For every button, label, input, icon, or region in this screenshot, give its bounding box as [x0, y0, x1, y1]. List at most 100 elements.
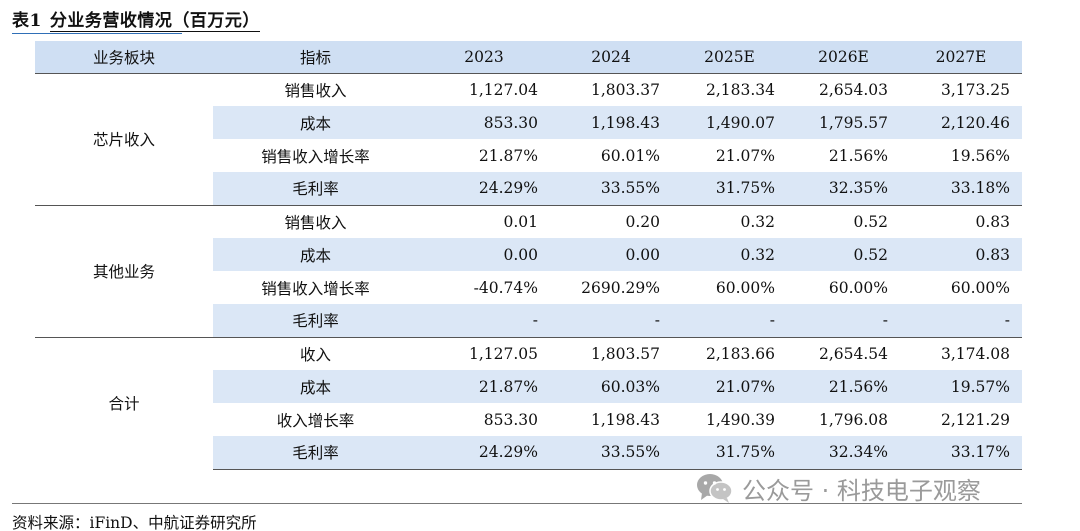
wechat-icon — [697, 474, 733, 503]
table-row: 毛利率 24.29% 33.55% 31.75% 32.35% 33.18% — [35, 172, 1022, 205]
value-cell-2024: 0.00 — [550, 238, 672, 271]
value-cell-2025e: 60.00% — [715, 278, 775, 297]
value-cell-2025e: 1,490.39 — [705, 410, 775, 429]
header-segment: 业务板块 — [35, 41, 213, 73]
value-cell-2025e: 1,490.07 — [672, 106, 787, 139]
value-cell-2023: 853.30 — [483, 410, 538, 429]
value-cell-2025e: 2,183.34 — [672, 72, 787, 106]
table-title-text: 分业务营收情况（百万元） — [49, 11, 260, 32]
segment-cell: 合计 — [35, 336, 213, 469]
indicator-cell: 成本 — [213, 370, 418, 403]
value-cell-2027e: 33.18% — [900, 172, 1022, 205]
value-cell-2024: 60.03% — [550, 370, 672, 403]
table-row: 芯片收入 销售收入 1,127.04 1,803.37 2,183.34 2,654.03… — [35, 72, 1022, 205]
value-cell-2026e: 32.35% — [787, 172, 900, 205]
value-cell-2026e: 1,796.08 — [818, 410, 888, 429]
value-cell-2025e: 31.75% — [672, 436, 787, 470]
indicator-cell: 毛利率 — [213, 172, 418, 205]
title-underline — [12, 33, 182, 34]
table-body: 芯片收入 销售收入 1,127.04 1,803.37 2,183.34 2,654.03… — [35, 72, 1022, 470]
header-2025e: 2025E — [672, 41, 787, 73]
indicator-cell: 销售收入 — [213, 72, 418, 106]
value-cell-2023: 21.87% — [418, 370, 550, 403]
revenue-table: 业务板块 指标 2023 2024 2025E 2026E 2027E 芯片收入… — [35, 41, 1022, 470]
value-cell-2023: 21.87% — [478, 146, 538, 165]
value-cell-2026e: 60.00% — [828, 278, 888, 297]
value-cell-2027e: 3,174.08 — [900, 336, 1022, 370]
value-cell-2024: 0.20 — [550, 204, 672, 238]
value-cell-2027e: - — [900, 304, 1022, 337]
value-cell-2025e: 0.32 — [672, 204, 787, 238]
value-cell-2027e: 33.17% — [900, 436, 1022, 470]
value-cell-2024: 33.55% — [550, 172, 672, 205]
value-cell-2026e: 21.56% — [828, 146, 888, 165]
value-cell-2026e: 2,654.03 — [787, 72, 900, 106]
value-cell-2026e: 1,795.57 — [787, 106, 900, 139]
value-cell-2024: 33.55% — [550, 436, 672, 470]
table-row: 销售收入增长率 21.87% 60.01% 21.07% 21.56% 19.56% — [35, 139, 1022, 172]
header-row: 业务板块 指标 2023 2024 2025E 2026E 2027E — [35, 41, 1022, 73]
value-cell-2024: 60.01% — [600, 146, 660, 165]
indicator-cell: 成本 — [213, 106, 418, 139]
segment-cell: 其他业务 — [35, 204, 213, 337]
indicator-cell: 销售收入增长率 — [261, 147, 370, 166]
value-cell-2024: 1,803.37 — [550, 72, 672, 106]
table-row: 其他业务 销售收入 0.01 0.20 0.32 0.52 0.83 — [35, 204, 1022, 337]
value-cell-2025e: 21.07% — [715, 146, 775, 165]
value-cell-2023: 1,127.05 — [418, 336, 550, 370]
value-cell-2023: 853.30 — [418, 106, 550, 139]
table-row: 成本 21.87% 60.03% 21.07% 21.56% 19.57% — [35, 370, 1022, 403]
value-cell-2027e: 3,173.25 — [900, 72, 1022, 106]
value-cell-2023: - — [418, 304, 550, 337]
indicator-cell: 销售收入增长率 — [261, 279, 370, 298]
value-cell-2026e: 21.56% — [787, 370, 900, 403]
table-row: 合计 收入 1,127.05 1,803.57 2,183.66 2,654.54 3,17… — [35, 336, 1022, 469]
source-note: 资料来源：iFinD、中航证券研究所 — [12, 514, 257, 531]
value-cell-2024: - — [550, 304, 672, 337]
table-title: 表1 分业务营收情况（百万元） — [12, 6, 260, 32]
value-cell-2024: 1,198.43 — [590, 410, 660, 429]
value-cell-2025e: 0.32 — [672, 238, 787, 271]
table-row: 成本 853.30 1,198.43 1,490.07 1,795.57 2,120.46 — [35, 106, 1022, 139]
value-cell-2027e: 0.83 — [900, 204, 1022, 238]
table-row: 毛利率 24.29% 33.55% 31.75% 32.34% 33.17% — [35, 436, 1022, 470]
value-cell-2027e: 19.56% — [950, 146, 1010, 165]
watermark: 公众号 · 科技电子观察 — [696, 470, 981, 506]
watermark-text: 公众号 · 科技电子观察 — [742, 476, 981, 505]
header-2024: 2024 — [550, 41, 672, 73]
table-row: 销售收入增长率 -40.74% 2690.29% 60.00% 60.00% 60.00% — [35, 271, 1022, 304]
footer-divider — [12, 503, 1022, 504]
value-cell-2025e: 21.07% — [672, 370, 787, 403]
value-cell-2024: 1,803.57 — [550, 336, 672, 370]
value-cell-2024: 1,198.43 — [550, 106, 672, 139]
value-cell-2027e: 60.00% — [950, 278, 1010, 297]
table-row: 收入增长率 853.30 1,198.43 1,490.39 1,796.08 2,121… — [35, 403, 1022, 436]
value-cell-2027e: 2,121.29 — [940, 410, 1010, 429]
value-cell-2023: 1,127.04 — [418, 72, 550, 106]
header-2027e: 2027E — [900, 41, 1022, 73]
table-number: 表1 — [12, 11, 42, 31]
header-2026e: 2026E — [787, 41, 900, 73]
indicator-cell: 成本 — [213, 238, 418, 271]
table-row: 成本 0.00 0.00 0.32 0.52 0.83 — [35, 238, 1022, 271]
value-cell-2027e: 19.57% — [900, 370, 1022, 403]
header-2023: 2023 — [418, 41, 550, 73]
value-cell-2023: 0.00 — [418, 238, 550, 271]
value-cell-2026e: 0.52 — [787, 238, 900, 271]
indicator-cell: 销售收入 — [213, 204, 418, 238]
segment-cell: 芯片收入 — [35, 72, 213, 205]
indicator-cell: 收入增长率 — [276, 411, 355, 430]
table-row: 毛利率 - - - - - — [35, 304, 1022, 337]
value-cell-2025e: - — [672, 304, 787, 337]
header-indicator: 指标 — [213, 41, 418, 73]
indicator-cell: 毛利率 — [213, 304, 418, 337]
value-cell-2027e: 2,120.46 — [900, 106, 1022, 139]
value-cell-2025e: 2,183.66 — [672, 336, 787, 370]
value-cell-2025e: 31.75% — [672, 172, 787, 205]
value-cell-2026e: 32.34% — [787, 436, 900, 470]
value-cell-2023: 0.01 — [418, 204, 550, 238]
value-cell-2023: -40.74% — [473, 278, 538, 297]
indicator-cell: 收入 — [213, 336, 418, 370]
value-cell-2026e: - — [787, 304, 900, 337]
